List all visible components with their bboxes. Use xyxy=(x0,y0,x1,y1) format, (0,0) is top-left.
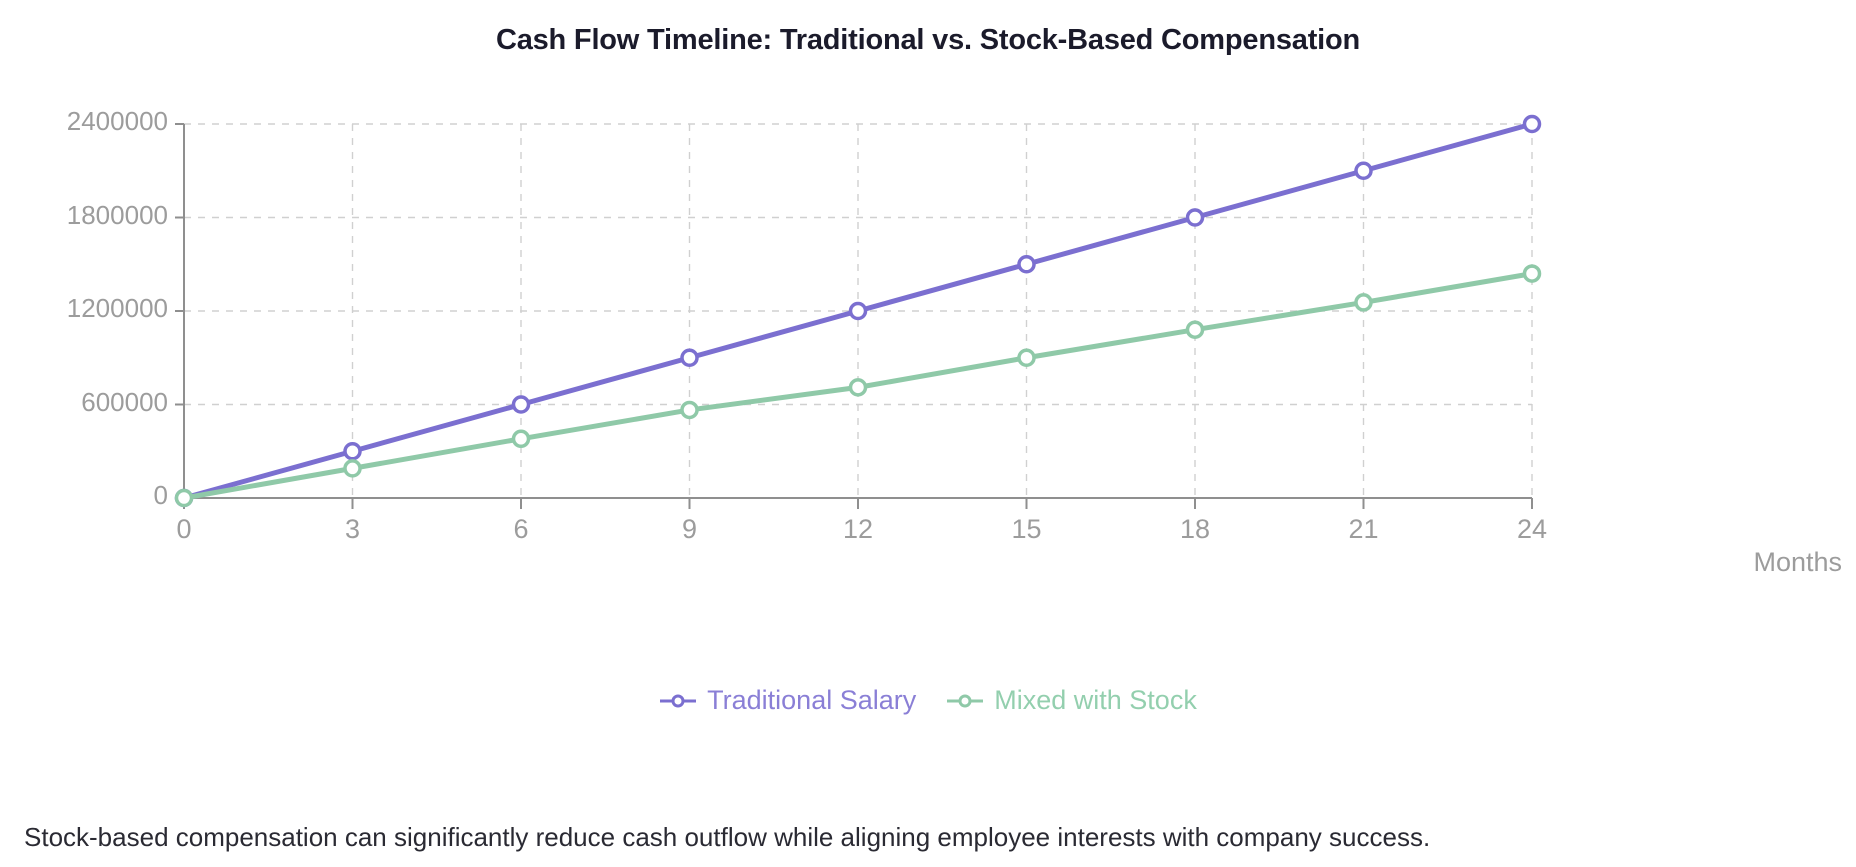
data-point[interactable] xyxy=(680,348,699,367)
chart-card: Cash Flow Timeline: Traditional vs. Stoc… xyxy=(0,24,1856,716)
data-point[interactable] xyxy=(343,459,362,478)
data-point[interactable] xyxy=(511,395,531,414)
x-axis-tick-label: 9 xyxy=(681,514,698,544)
chart-title: Cash Flow Timeline: Traditional vs. Stoc… xyxy=(495,24,1361,56)
x-axis-tick-label: 0 xyxy=(176,514,192,544)
data-point[interactable] xyxy=(1185,208,1205,227)
data-point[interactable] xyxy=(1185,320,1205,339)
data-point[interactable] xyxy=(1017,255,1036,274)
x-axis-tick-label: 6 xyxy=(513,514,529,544)
x-axis-tick-label: 18 xyxy=(1179,514,1211,544)
legend-marker-mixed-icon xyxy=(947,694,984,707)
data-point[interactable] xyxy=(343,442,362,461)
data-point[interactable] xyxy=(680,400,699,420)
chart-legend: Traditional Salary Mixed with Stock xyxy=(0,685,1856,716)
plot-area: 0 600000 1200000 1800000 2400000 0 3 6 9 12 15 18 21… xyxy=(66,106,1548,544)
legend-item-mixed-with-stock[interactable]: Mixed with Stock xyxy=(946,685,1197,716)
y-axis-tick-label: 600000 xyxy=(81,386,168,417)
y-axis-tick-label: 0 xyxy=(153,480,168,510)
y-axis-tick-label: 1800000 xyxy=(66,199,168,230)
x-axis-tick-label: 24 xyxy=(1516,514,1548,544)
data-point[interactable] xyxy=(848,378,868,397)
x-axis-tick-label: 3 xyxy=(344,514,361,544)
data-point[interactable] xyxy=(1017,348,1036,367)
x-axis-tick-label: 15 xyxy=(1011,514,1042,544)
x-axis-title: Months xyxy=(1753,547,1842,577)
legend-marker-traditional-icon xyxy=(660,694,697,707)
chart-caption: Stock-based compensation can significant… xyxy=(24,822,1431,852)
data-point[interactable] xyxy=(174,488,194,508)
data-point[interactable] xyxy=(1354,161,1373,180)
legend-item-traditional-salary[interactable]: Traditional Salary xyxy=(659,685,916,716)
data-point[interactable] xyxy=(1522,264,1542,283)
x-axis-tick-label: 21 xyxy=(1348,514,1379,544)
x-axis-tick-label: 12 xyxy=(842,514,874,544)
legend-label-mixed-with-stock: Mixed with Stock xyxy=(994,685,1197,715)
data-point[interactable] xyxy=(1522,114,1542,134)
line-chart-svg xyxy=(174,114,1542,509)
data-point[interactable] xyxy=(848,301,868,321)
data-point[interactable] xyxy=(1354,293,1373,312)
data-point[interactable] xyxy=(511,429,531,449)
legend-label-traditional-salary: Traditional Salary xyxy=(707,685,917,715)
y-axis-tick-label: 2400000 xyxy=(66,106,168,136)
y-axis-tick-label: 1200000 xyxy=(66,293,168,323)
